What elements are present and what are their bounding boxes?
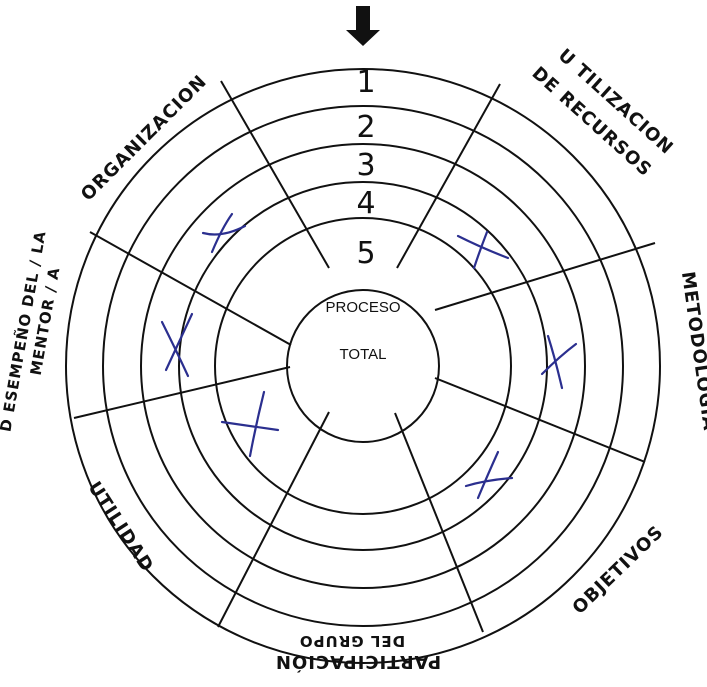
spoke — [394, 412, 484, 633]
ring-number: 1 — [356, 65, 375, 100]
spoke — [73, 366, 291, 419]
center-circle — [286, 289, 440, 443]
wheel-rings — [65, 68, 661, 664]
ring-number: 4 — [356, 186, 375, 221]
ring-3 — [178, 181, 548, 551]
x-mark — [220, 390, 280, 458]
center-label-line1: PROCESO — [325, 299, 400, 316]
x-marks — [160, 212, 578, 500]
category-label-organizacion: ORGANIZACION — [77, 71, 211, 205]
category-label-metodologia: METODOLOGÍA — [677, 270, 707, 432]
ring-number: 2 — [356, 110, 375, 145]
spoke — [220, 80, 330, 269]
x-mark — [201, 212, 247, 254]
center-label-line2: TOTAL — [340, 346, 387, 363]
ring-1 — [102, 105, 624, 627]
down-arrow-icon — [346, 6, 380, 46]
ring-2 — [140, 143, 586, 589]
x-mark — [456, 230, 510, 270]
x-mark — [464, 450, 514, 500]
x-mark — [160, 312, 194, 378]
ring-outer — [65, 68, 661, 664]
spoke — [89, 231, 292, 346]
spoke — [434, 377, 646, 463]
category-label-participacion-2: DEL GRUPO — [299, 632, 405, 650]
spoke — [217, 411, 330, 628]
ring-4 — [214, 217, 512, 515]
ring-number: 3 — [356, 148, 375, 183]
x-mark — [540, 334, 578, 390]
ring-numbers: 1 2 3 4 5 — [356, 65, 375, 271]
category-label-utilidad: UTILIDAD — [84, 478, 158, 576]
category-label-objetivos: OBJETIVOS — [568, 522, 667, 619]
ring-number: 5 — [356, 236, 375, 271]
spoke — [396, 83, 501, 269]
wheel-spokes — [73, 80, 656, 633]
spoke — [434, 242, 656, 311]
category-label-participacion: PARTICIPACIÓN — [275, 651, 441, 673]
